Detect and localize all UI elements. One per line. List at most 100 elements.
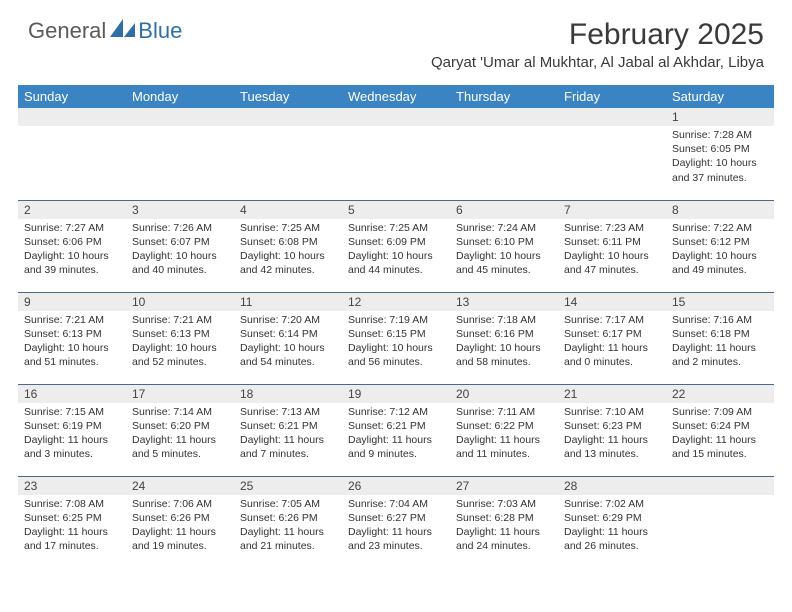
calendar-day-cell: 1Sunrise: 7:28 AMSunset: 6:05 PMDaylight… bbox=[666, 108, 774, 200]
sunset-text: Sunset: 6:20 PM bbox=[132, 419, 228, 433]
sunset-text: Sunset: 6:15 PM bbox=[348, 327, 444, 341]
calendar-day-cell: 15Sunrise: 7:16 AMSunset: 6:18 PMDayligh… bbox=[666, 292, 774, 384]
day-details: Sunrise: 7:21 AMSunset: 6:13 PMDaylight:… bbox=[18, 311, 126, 374]
calendar-day-cell bbox=[558, 108, 666, 200]
sunset-text: Sunset: 6:24 PM bbox=[672, 419, 768, 433]
day-details: Sunrise: 7:08 AMSunset: 6:25 PMDaylight:… bbox=[18, 495, 126, 558]
day-number: 17 bbox=[126, 385, 234, 403]
sunrise-text: Sunrise: 7:24 AM bbox=[456, 221, 552, 235]
sunrise-text: Sunrise: 7:10 AM bbox=[564, 405, 660, 419]
sunset-text: Sunset: 6:26 PM bbox=[132, 511, 228, 525]
calendar-week-row: 1Sunrise: 7:28 AMSunset: 6:05 PMDaylight… bbox=[18, 108, 774, 200]
sunrise-text: Sunrise: 7:06 AM bbox=[132, 497, 228, 511]
empty-day-bar bbox=[234, 108, 342, 126]
month-title: February 2025 bbox=[431, 18, 764, 52]
weekday-header: Friday bbox=[558, 85, 666, 108]
day-details: Sunrise: 7:25 AMSunset: 6:09 PMDaylight:… bbox=[342, 219, 450, 282]
calendar-table: Sunday Monday Tuesday Wednesday Thursday… bbox=[18, 85, 774, 568]
brand-blue: Blue bbox=[138, 18, 182, 44]
day-details: Sunrise: 7:27 AMSunset: 6:06 PMDaylight:… bbox=[18, 219, 126, 282]
sunset-text: Sunset: 6:14 PM bbox=[240, 327, 336, 341]
calendar-day-cell: 25Sunrise: 7:05 AMSunset: 6:26 PMDayligh… bbox=[234, 476, 342, 568]
sunset-text: Sunset: 6:10 PM bbox=[456, 235, 552, 249]
day-details: Sunrise: 7:06 AMSunset: 6:26 PMDaylight:… bbox=[126, 495, 234, 558]
daylight-text: Daylight: 11 hours and 3 minutes. bbox=[24, 433, 120, 461]
sunset-text: Sunset: 6:19 PM bbox=[24, 419, 120, 433]
sunrise-text: Sunrise: 7:25 AM bbox=[348, 221, 444, 235]
weekday-header: Monday bbox=[126, 85, 234, 108]
sunset-text: Sunset: 6:18 PM bbox=[672, 327, 768, 341]
calendar-week-row: 23Sunrise: 7:08 AMSunset: 6:25 PMDayligh… bbox=[18, 476, 774, 568]
day-details: Sunrise: 7:12 AMSunset: 6:21 PMDaylight:… bbox=[342, 403, 450, 466]
weekday-header-row: Sunday Monday Tuesday Wednesday Thursday… bbox=[18, 85, 774, 108]
sunset-text: Sunset: 6:08 PM bbox=[240, 235, 336, 249]
daylight-text: Daylight: 10 hours and 40 minutes. bbox=[132, 249, 228, 277]
calendar-day-cell: 13Sunrise: 7:18 AMSunset: 6:16 PMDayligh… bbox=[450, 292, 558, 384]
daylight-text: Daylight: 10 hours and 56 minutes. bbox=[348, 341, 444, 369]
page-header: General Blue February 2025 Qaryat 'Umar … bbox=[0, 0, 792, 77]
calendar-day-cell bbox=[666, 476, 774, 568]
title-block: February 2025 Qaryat 'Umar al Mukhtar, A… bbox=[431, 18, 764, 71]
sunset-text: Sunset: 6:09 PM bbox=[348, 235, 444, 249]
daylight-text: Daylight: 11 hours and 13 minutes. bbox=[564, 433, 660, 461]
sunrise-text: Sunrise: 7:11 AM bbox=[456, 405, 552, 419]
brand-logo: General Blue bbox=[28, 18, 182, 44]
calendar-day-cell: 14Sunrise: 7:17 AMSunset: 6:17 PMDayligh… bbox=[558, 292, 666, 384]
calendar-day-cell: 20Sunrise: 7:11 AMSunset: 6:22 PMDayligh… bbox=[450, 384, 558, 476]
sunrise-text: Sunrise: 7:13 AM bbox=[240, 405, 336, 419]
brand-general: General bbox=[28, 18, 106, 44]
day-details: Sunrise: 7:04 AMSunset: 6:27 PMDaylight:… bbox=[342, 495, 450, 558]
day-details: Sunrise: 7:19 AMSunset: 6:15 PMDaylight:… bbox=[342, 311, 450, 374]
day-number: 27 bbox=[450, 477, 558, 495]
daylight-text: Daylight: 10 hours and 39 minutes. bbox=[24, 249, 120, 277]
sunset-text: Sunset: 6:11 PM bbox=[564, 235, 660, 249]
calendar-week-row: 9Sunrise: 7:21 AMSunset: 6:13 PMDaylight… bbox=[18, 292, 774, 384]
sunset-text: Sunset: 6:06 PM bbox=[24, 235, 120, 249]
day-number: 8 bbox=[666, 201, 774, 219]
day-details: Sunrise: 7:25 AMSunset: 6:08 PMDaylight:… bbox=[234, 219, 342, 282]
sunset-text: Sunset: 6:25 PM bbox=[24, 511, 120, 525]
daylight-text: Daylight: 11 hours and 15 minutes. bbox=[672, 433, 768, 461]
day-number: 28 bbox=[558, 477, 666, 495]
sunset-text: Sunset: 6:17 PM bbox=[564, 327, 660, 341]
daylight-text: Daylight: 10 hours and 47 minutes. bbox=[564, 249, 660, 277]
day-details: Sunrise: 7:21 AMSunset: 6:13 PMDaylight:… bbox=[126, 311, 234, 374]
brand-sail-icon bbox=[110, 19, 136, 44]
day-number: 23 bbox=[18, 477, 126, 495]
day-number: 9 bbox=[18, 293, 126, 311]
daylight-text: Daylight: 10 hours and 45 minutes. bbox=[456, 249, 552, 277]
daylight-text: Daylight: 10 hours and 44 minutes. bbox=[348, 249, 444, 277]
day-details: Sunrise: 7:26 AMSunset: 6:07 PMDaylight:… bbox=[126, 219, 234, 282]
day-details: Sunrise: 7:02 AMSunset: 6:29 PMDaylight:… bbox=[558, 495, 666, 558]
weekday-header: Sunday bbox=[18, 85, 126, 108]
sunrise-text: Sunrise: 7:04 AM bbox=[348, 497, 444, 511]
sunrise-text: Sunrise: 7:18 AM bbox=[456, 313, 552, 327]
calendar-day-cell: 19Sunrise: 7:12 AMSunset: 6:21 PMDayligh… bbox=[342, 384, 450, 476]
sunrise-text: Sunrise: 7:05 AM bbox=[240, 497, 336, 511]
day-details: Sunrise: 7:03 AMSunset: 6:28 PMDaylight:… bbox=[450, 495, 558, 558]
calendar-day-cell: 28Sunrise: 7:02 AMSunset: 6:29 PMDayligh… bbox=[558, 476, 666, 568]
sunset-text: Sunset: 6:26 PM bbox=[240, 511, 336, 525]
daylight-text: Daylight: 11 hours and 7 minutes. bbox=[240, 433, 336, 461]
day-details: Sunrise: 7:13 AMSunset: 6:21 PMDaylight:… bbox=[234, 403, 342, 466]
calendar-day-cell bbox=[18, 108, 126, 200]
day-number: 22 bbox=[666, 385, 774, 403]
day-number: 24 bbox=[126, 477, 234, 495]
day-details: Sunrise: 7:18 AMSunset: 6:16 PMDaylight:… bbox=[450, 311, 558, 374]
calendar-day-cell: 6Sunrise: 7:24 AMSunset: 6:10 PMDaylight… bbox=[450, 200, 558, 292]
sunrise-text: Sunrise: 7:08 AM bbox=[24, 497, 120, 511]
daylight-text: Daylight: 11 hours and 0 minutes. bbox=[564, 341, 660, 369]
daylight-text: Daylight: 11 hours and 9 minutes. bbox=[348, 433, 444, 461]
sunset-text: Sunset: 6:13 PM bbox=[24, 327, 120, 341]
day-details: Sunrise: 7:11 AMSunset: 6:22 PMDaylight:… bbox=[450, 403, 558, 466]
daylight-text: Daylight: 11 hours and 11 minutes. bbox=[456, 433, 552, 461]
calendar-day-cell: 16Sunrise: 7:15 AMSunset: 6:19 PMDayligh… bbox=[18, 384, 126, 476]
daylight-text: Daylight: 11 hours and 19 minutes. bbox=[132, 525, 228, 553]
weekday-header: Wednesday bbox=[342, 85, 450, 108]
calendar-day-cell: 5Sunrise: 7:25 AMSunset: 6:09 PMDaylight… bbox=[342, 200, 450, 292]
calendar-day-cell: 11Sunrise: 7:20 AMSunset: 6:14 PMDayligh… bbox=[234, 292, 342, 384]
daylight-text: Daylight: 11 hours and 21 minutes. bbox=[240, 525, 336, 553]
calendar-day-cell: 18Sunrise: 7:13 AMSunset: 6:21 PMDayligh… bbox=[234, 384, 342, 476]
day-details: Sunrise: 7:16 AMSunset: 6:18 PMDaylight:… bbox=[666, 311, 774, 374]
sunset-text: Sunset: 6:21 PM bbox=[240, 419, 336, 433]
